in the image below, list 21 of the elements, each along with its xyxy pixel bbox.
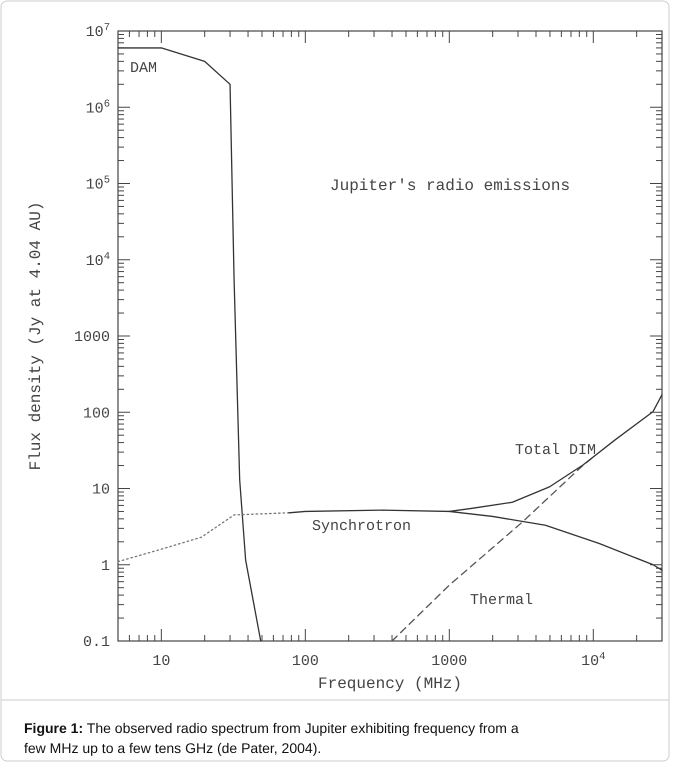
y-tick-label: 10 (92, 482, 110, 498)
y-axis-title: Flux density (Jy at 4.04 AU) (27, 202, 45, 470)
y-tick-label: 10$^{6}$ (86, 98, 110, 118)
x-tick-label: 10 (152, 653, 170, 670)
text: Figure 1: The observed radio spectrum from Jupiter exhibiting frequency from a few MHz up to a few tens GHz (de Pater, 2004). (24, 720, 519, 756)
series-label: Thermal (470, 592, 534, 609)
y-tick-label: 0.1 (82, 634, 110, 651)
y-tick-label: 10$^{7}$ (86, 22, 110, 41)
annotation: Jupiter's radio emissions (330, 177, 570, 195)
series-label: Synchrotron (312, 518, 412, 535)
y-tick-label: 10$^{4}$ (86, 250, 110, 270)
y-tick-label: 10$^{5}$ (86, 174, 110, 194)
x-tick-label: 10$^{4}$ (581, 651, 606, 670)
y-tick-label: 1000 (74, 329, 110, 346)
y-tick-label: 1 (100, 558, 110, 575)
x-tick-label: 1000 (431, 653, 468, 670)
series-label: DAM (130, 60, 158, 77)
x-tick-label: 100 (292, 653, 319, 670)
y-tick-label: 100 (82, 405, 110, 422)
series-label: Total DIM (515, 442, 596, 459)
x-axis-title: Frequency (MHz) (318, 675, 462, 693)
